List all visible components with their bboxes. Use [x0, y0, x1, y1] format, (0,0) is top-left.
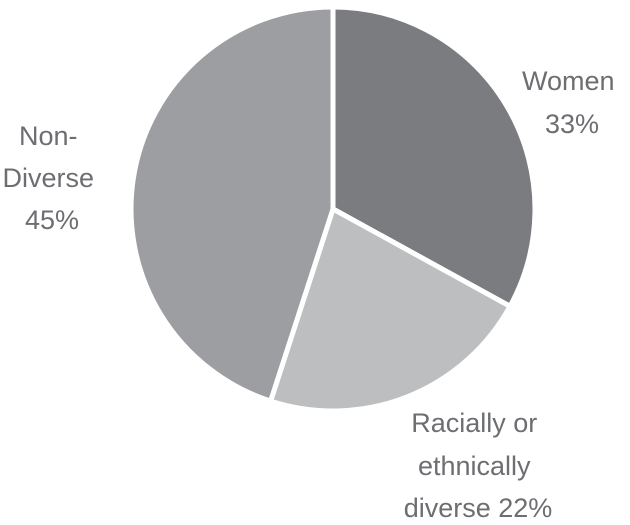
slice-label-non-diverse: Non- Diverse 45% — [2, 121, 101, 235]
pie-slices — [128, 4, 538, 414]
slice-label-women-line-2: 33% — [545, 109, 599, 139]
pie-slice-racially-or-ethnically-diverse — [267, 205, 514, 414]
slice-label-racially-line-3: diverse 22% — [404, 493, 553, 523]
slice-label-women-line-1: Women — [522, 66, 615, 96]
slice-label-non-diverse-line-1: Non- — [19, 121, 78, 151]
slice-label-racially-line-2: ethnically — [418, 451, 531, 481]
slice-label-racially-line-1: Racially or — [411, 408, 537, 438]
pie-slice-women — [330, 4, 538, 310]
slice-label-women: Women 33% — [522, 66, 622, 139]
pie-slice-non-diverse — [128, 4, 336, 405]
slice-label-non-diverse-line-2: Diverse — [2, 163, 94, 193]
slice-label-non-diverse-line-3: 45% — [25, 205, 79, 235]
slice-label-racially-or-ethnically-diverse: Racially or ethnically diverse 22% — [404, 408, 553, 523]
